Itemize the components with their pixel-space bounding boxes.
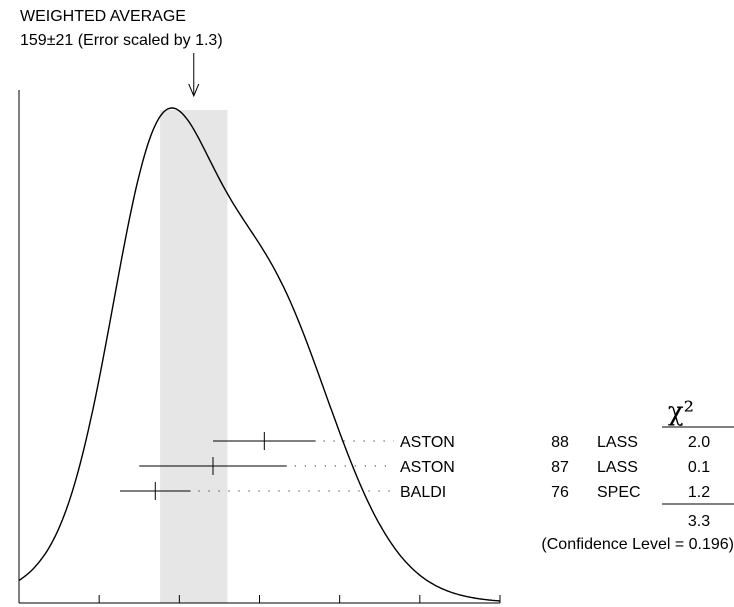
measurement-author: BALDI — [400, 484, 446, 501]
measurement-technique: LASS — [597, 459, 638, 476]
chi2-total: 3.3 — [688, 513, 710, 530]
ideogram-curve — [18, 107, 501, 602]
measurement-technique: SPEC — [597, 484, 641, 501]
weighted-average-arrow — [188, 53, 200, 98]
title-line-1: WEIGHTED AVERAGE — [20, 8, 186, 25]
measurement-chi2: 2.0 — [688, 434, 710, 451]
measurement-author: ASTON — [400, 459, 455, 476]
measurement-year: 88 — [551, 434, 569, 451]
measurement-row: ASTON 88 LASS 2.0 — [213, 432, 710, 451]
confidence-level: (Confidence Level = 0.196) — [541, 536, 734, 553]
measurements: ASTON 88 LASS 2.0 ASTON 87 LASS 0.1 BALDI 76 SPEC 1… — [120, 432, 710, 501]
measurement-year: 76 — [551, 484, 569, 501]
measurement-technique: LASS — [597, 434, 638, 451]
measurement-row: ASTON 87 LASS 0.1 — [139, 457, 710, 476]
measurement-chi2: 0.1 — [688, 459, 710, 476]
measurement-chi2: 1.2 — [688, 484, 710, 501]
chi2-header: χ² — [668, 397, 694, 427]
measurement-year: 87 — [551, 459, 569, 476]
weighted-average-band — [160, 110, 228, 603]
x-axis-ticks: 50100150200250300350 — [18, 595, 501, 603]
measurement-row: BALDI 76 SPEC 1.2 — [120, 482, 710, 501]
title-line-2: 159±21 (Error scaled by 1.3) — [20, 32, 223, 49]
measurement-author: ASTON — [400, 434, 455, 451]
